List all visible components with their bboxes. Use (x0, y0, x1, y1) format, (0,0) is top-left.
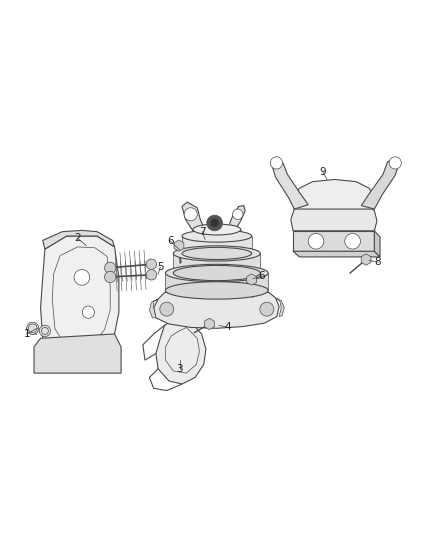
Circle shape (389, 157, 401, 169)
Circle shape (260, 302, 274, 316)
Text: 3: 3 (177, 364, 183, 374)
Ellipse shape (182, 247, 252, 260)
Ellipse shape (166, 264, 268, 282)
Text: 1: 1 (23, 329, 30, 339)
Ellipse shape (182, 230, 252, 242)
Circle shape (105, 262, 116, 273)
Ellipse shape (173, 265, 260, 281)
Polygon shape (229, 206, 245, 231)
Polygon shape (166, 273, 268, 290)
Text: 7: 7 (199, 227, 206, 237)
Circle shape (105, 271, 116, 282)
Polygon shape (193, 230, 241, 236)
Circle shape (39, 325, 50, 336)
Circle shape (146, 259, 157, 269)
Text: 8: 8 (374, 257, 381, 267)
Circle shape (74, 270, 90, 285)
Polygon shape (361, 254, 371, 265)
Circle shape (160, 302, 174, 316)
Circle shape (308, 233, 324, 249)
Polygon shape (293, 251, 380, 257)
Ellipse shape (193, 224, 241, 235)
Polygon shape (292, 180, 376, 209)
Circle shape (146, 270, 157, 280)
Circle shape (82, 306, 95, 318)
Polygon shape (154, 287, 279, 328)
Polygon shape (247, 274, 257, 285)
Text: 6: 6 (258, 271, 265, 281)
Polygon shape (361, 158, 399, 209)
Polygon shape (291, 205, 377, 231)
Text: 2: 2 (74, 233, 81, 243)
Polygon shape (205, 318, 214, 329)
Text: 4: 4 (224, 322, 231, 333)
Circle shape (233, 209, 243, 220)
Circle shape (184, 208, 197, 221)
Circle shape (207, 215, 223, 231)
Polygon shape (276, 298, 284, 317)
Polygon shape (149, 299, 158, 318)
Polygon shape (271, 158, 308, 209)
Text: 9: 9 (319, 167, 326, 176)
Circle shape (210, 219, 219, 228)
Polygon shape (34, 334, 121, 373)
Polygon shape (173, 254, 260, 273)
Text: 5: 5 (157, 262, 163, 272)
Polygon shape (182, 202, 205, 231)
Polygon shape (182, 236, 252, 254)
Ellipse shape (166, 282, 268, 299)
Polygon shape (43, 230, 115, 249)
Polygon shape (41, 236, 119, 362)
Circle shape (27, 322, 39, 334)
Circle shape (270, 157, 283, 169)
Circle shape (345, 233, 360, 249)
Polygon shape (374, 231, 380, 257)
Text: 6: 6 (167, 236, 173, 246)
Polygon shape (293, 231, 374, 251)
Polygon shape (156, 319, 206, 384)
Polygon shape (174, 240, 184, 251)
Ellipse shape (173, 246, 260, 261)
